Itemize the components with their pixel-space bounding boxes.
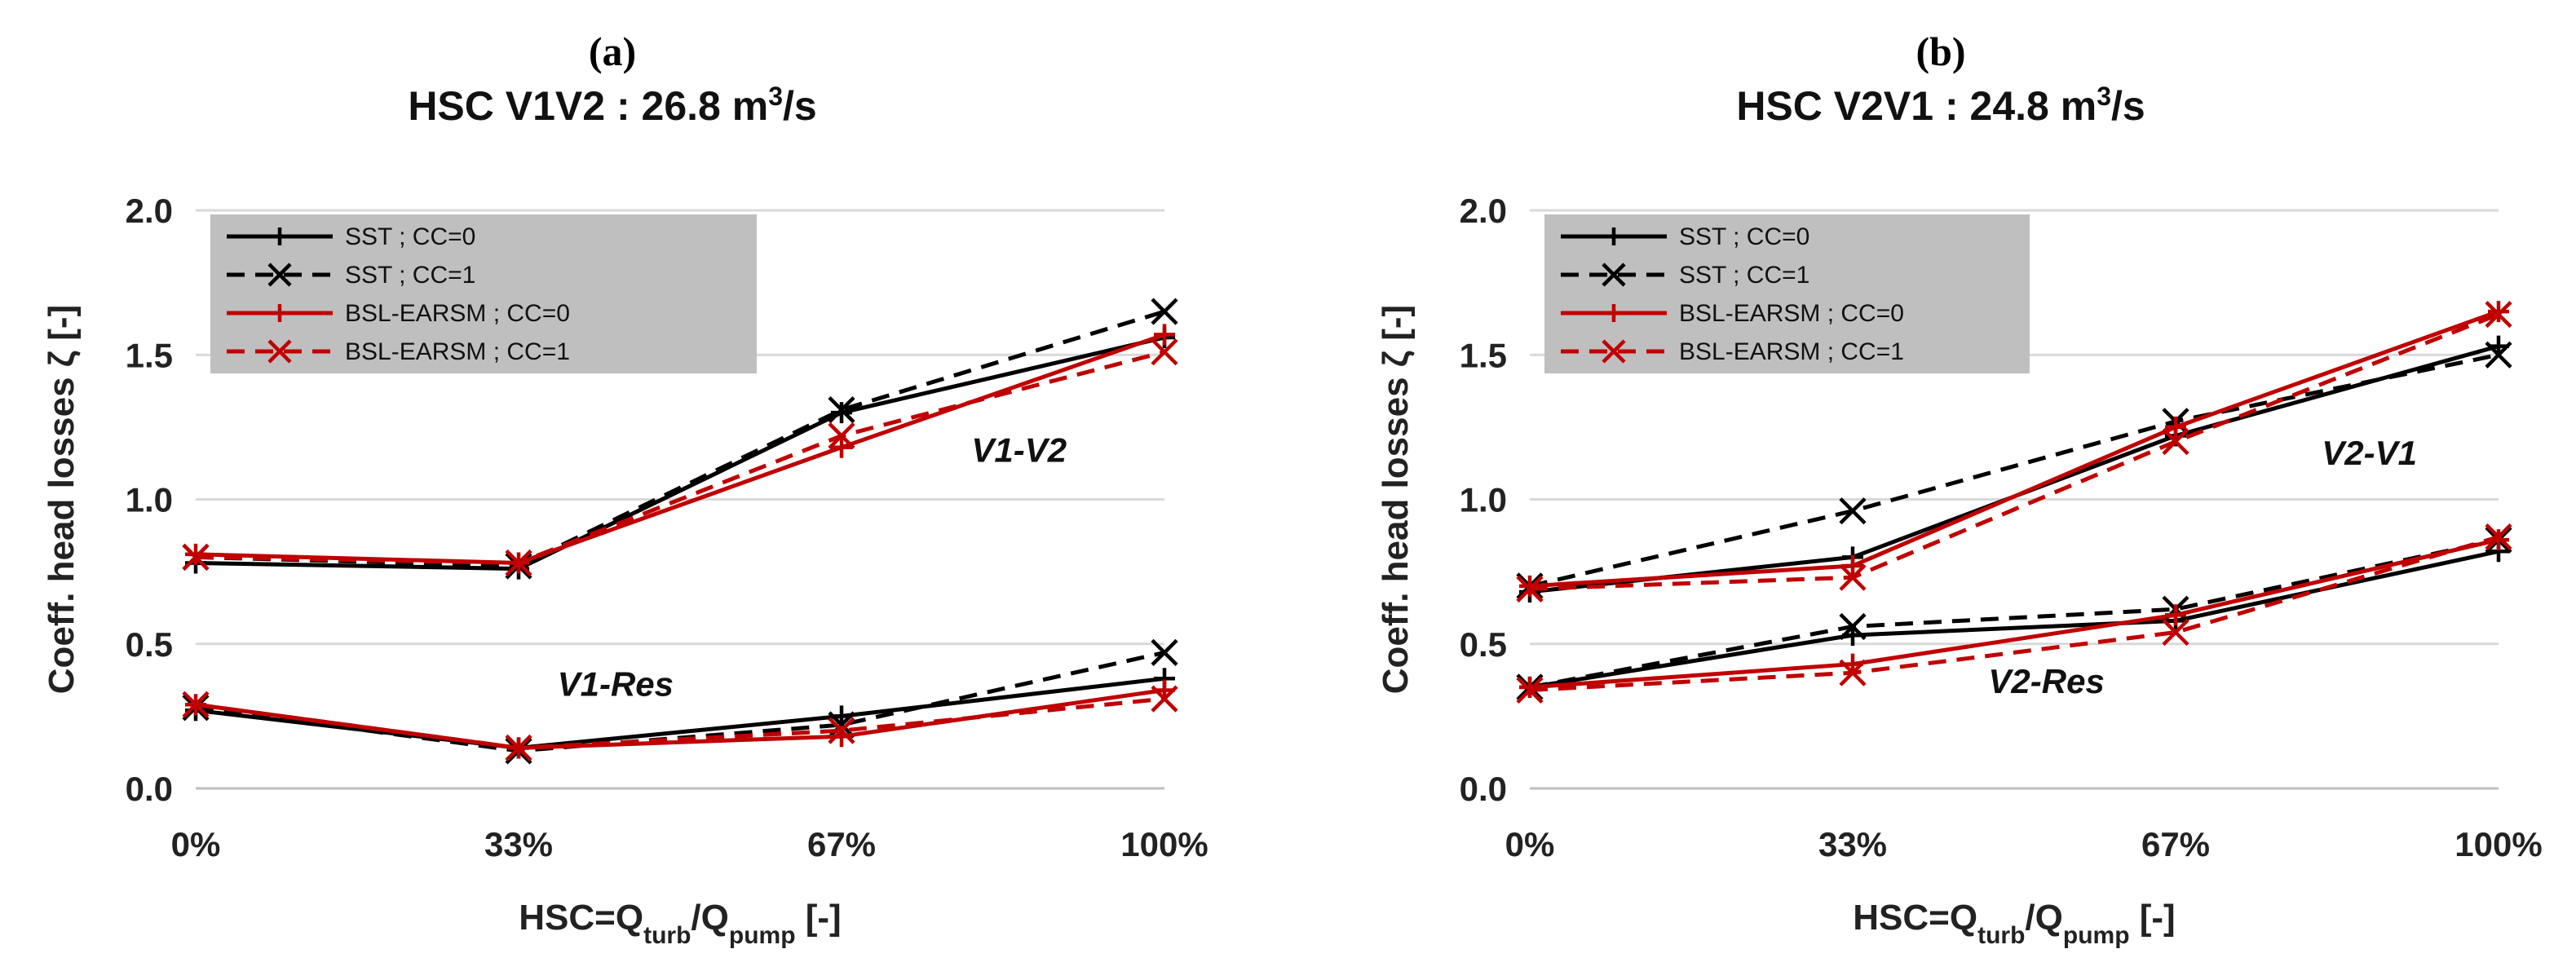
x-tick-label: 33% xyxy=(1818,825,1887,863)
data-point xyxy=(1154,324,1175,346)
x-tick-label: 33% xyxy=(484,825,553,863)
data-point xyxy=(1151,685,1178,713)
data-point xyxy=(2485,523,2512,551)
data-point xyxy=(1519,575,1540,597)
x-tick-label: 0% xyxy=(171,825,221,863)
panel-label: (b) xyxy=(1915,29,1965,74)
series-line xyxy=(1529,535,2499,692)
legend-label: BSL-EARSM ; CC=1 xyxy=(345,338,570,365)
data-point xyxy=(831,436,852,458)
chart-panel-a: (a) HSC V1V2 : 26.8 m3/s 0.0 0.5 1.0 1.5 2.0 0%… xyxy=(42,29,1208,949)
series-line xyxy=(1529,537,2499,690)
legend: SST ; CC=0 SST ; CC=1 BSL-EARSM ; CC=0 BSL-… xyxy=(210,214,757,373)
data-point xyxy=(2165,604,2186,626)
data-point xyxy=(1839,612,1867,641)
series-line xyxy=(195,650,1165,753)
series-group-label: V1-Res xyxy=(558,665,674,704)
data-point xyxy=(1842,555,1863,577)
y-tick-label: 1.5 xyxy=(1460,336,1507,374)
data-point xyxy=(1516,676,1544,704)
series-line xyxy=(195,309,1165,568)
x-tick-label: 100% xyxy=(2454,825,2542,863)
legend-marker xyxy=(1605,304,1623,322)
data-point xyxy=(1151,298,1178,325)
y-tick-label: 1.5 xyxy=(126,336,173,374)
legend-marker xyxy=(1602,339,1626,364)
series-line xyxy=(1529,352,2499,589)
x-axis-title: HSC=Qturb/Qpump [-] xyxy=(1853,898,2175,949)
data-point xyxy=(1519,676,1540,698)
series-line xyxy=(195,350,1165,565)
x-tick-label: 0% xyxy=(1505,825,1555,863)
y-tick-label: 1.0 xyxy=(126,481,173,519)
legend-label: SST ; CC=0 xyxy=(1679,223,1809,250)
chart-title: HSC V2V1 : 24.8 m3/s xyxy=(1736,82,2145,129)
legend-marker xyxy=(1602,263,1626,287)
data-point xyxy=(828,396,855,424)
chart-title: HSC V1V2 : 26.8 m3/s xyxy=(408,82,816,129)
y-tick-label: 0.0 xyxy=(1460,770,1507,808)
legend: SST ; CC=0 SST ; CC=1 BSL-EARSM ; CC=0 BSL-… xyxy=(1544,214,2030,373)
y-tick-label: 2.0 xyxy=(1460,192,1507,230)
legend-marker xyxy=(271,227,289,245)
series-line xyxy=(195,696,1165,750)
y-tick-label: 0.5 xyxy=(1460,625,1507,664)
x-tick-label: 67% xyxy=(2141,825,2210,863)
series-line xyxy=(1529,309,2499,589)
y-tick-label: 0.5 xyxy=(126,625,173,664)
data-point xyxy=(2162,428,2189,456)
series-line xyxy=(195,335,1165,572)
data-point xyxy=(1839,659,1867,686)
y-tick-label: 2.0 xyxy=(126,192,173,230)
data-point xyxy=(2485,341,2512,369)
data-point xyxy=(1151,638,1178,666)
series-line xyxy=(195,676,1165,750)
data-point xyxy=(185,543,206,565)
data-point xyxy=(505,549,532,577)
data-point xyxy=(2485,301,2512,329)
legend-background xyxy=(1544,214,2030,373)
legend-label: BSL-EARSM ; CC=0 xyxy=(1679,300,1904,327)
series-line xyxy=(195,333,1165,565)
legend-marker xyxy=(267,339,292,364)
data-point xyxy=(2488,301,2509,323)
data-point xyxy=(828,717,855,744)
data-point xyxy=(1151,338,1178,366)
series-group-label: V2-Res xyxy=(1988,662,2104,700)
x-axis-title: HSC=Qturb/Qpump [-] xyxy=(519,898,841,949)
legend-marker xyxy=(271,304,289,322)
data-point xyxy=(505,734,532,761)
legend-label: BSL-EARSM ; CC=0 xyxy=(345,300,570,327)
legend-label: SST ; CC=1 xyxy=(1679,262,1809,289)
legend-marker xyxy=(267,263,292,287)
y-tick-label: 1.0 xyxy=(1460,481,1507,519)
data-point xyxy=(182,543,210,571)
x-tick-label: 67% xyxy=(807,825,876,863)
series-group-label: V1-V2 xyxy=(971,430,1067,469)
data-point xyxy=(2165,416,2186,438)
data-point xyxy=(2162,618,2189,647)
legend-label: SST ; CC=1 xyxy=(345,262,475,289)
legend-marker xyxy=(1605,227,1623,245)
series-line xyxy=(1529,537,2499,690)
chart-panel-b: (b) HSC V2V1 : 24.8 m3/s 0.0 0.5 1.0 1.5 2.0 0%… xyxy=(1376,29,2543,949)
data-point xyxy=(182,691,210,718)
data-point xyxy=(1839,563,1867,591)
y-axis-title: Coeff. head losses ζ [-] xyxy=(1376,305,1416,694)
x-tick-label: 100% xyxy=(1120,825,1208,863)
data-point xyxy=(828,422,855,450)
y-axis-title: Coeff. head losses ζ [-] xyxy=(42,305,82,694)
legend-label: SST ; CC=0 xyxy=(345,223,475,250)
legend-label: BSL-EARSM ; CC=1 xyxy=(1679,338,1904,365)
series-line xyxy=(1529,312,2499,591)
legend-background xyxy=(210,214,757,373)
y-tick-label: 0.0 xyxy=(126,770,173,808)
data-point xyxy=(1839,497,1867,525)
data-point xyxy=(1516,575,1544,603)
series-group-label: V2-V1 xyxy=(2322,434,2417,472)
panel-label: (a) xyxy=(589,29,636,74)
